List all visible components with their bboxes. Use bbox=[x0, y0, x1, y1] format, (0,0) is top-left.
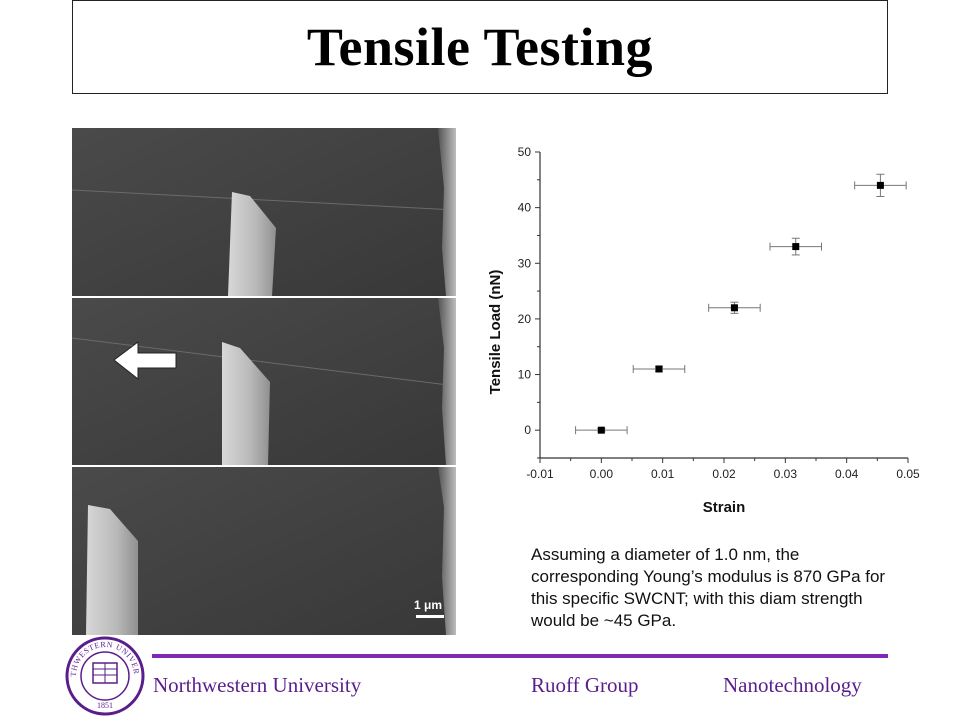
x-tick-label: 0.02 bbox=[712, 467, 736, 481]
y-tick-label: 40 bbox=[518, 201, 532, 215]
data-point bbox=[730, 304, 738, 312]
y-tick-label: 20 bbox=[518, 312, 532, 326]
x-tick-label: 0.04 bbox=[835, 467, 859, 481]
x-tick-label: -0.01 bbox=[526, 467, 554, 481]
x-tick-label: 0.03 bbox=[774, 467, 798, 481]
data-point bbox=[597, 426, 605, 434]
modulus-note: Assuming a diameter of 1.0 nm, the corre… bbox=[531, 545, 886, 630]
title-box: Tensile Testing bbox=[72, 0, 888, 94]
y-tick-label: 10 bbox=[518, 368, 532, 382]
seal-text: NORTHWESTERN UNIVERSITY bbox=[64, 635, 140, 677]
scale-bar-label: 1 μm bbox=[414, 598, 443, 612]
tensile-load-chart: -0.01 0.00 0.01 0.02 0.03 0.04 0.05 0 10 20 30 40 50… bbox=[487, 145, 920, 516]
data-point bbox=[655, 365, 663, 373]
scale-bar bbox=[416, 615, 444, 618]
footer-topic: Nanotechnology bbox=[723, 673, 862, 697]
footer-university: Northwestern University bbox=[153, 673, 362, 697]
x-tick-label: 0.01 bbox=[651, 467, 675, 481]
data-point bbox=[876, 181, 884, 189]
footer-divider bbox=[152, 654, 888, 658]
seal-year: 1851 bbox=[97, 701, 113, 710]
data-point bbox=[792, 243, 800, 251]
sem-image-top bbox=[72, 128, 456, 296]
x-tick-label: 0.05 bbox=[896, 467, 920, 481]
slide-title: Tensile Testing bbox=[306, 17, 654, 77]
y-tick-label: 50 bbox=[518, 145, 532, 159]
sem-image-bottom bbox=[72, 467, 456, 635]
y-tick-label: 0 bbox=[524, 423, 531, 437]
x-tick-label: 0.00 bbox=[590, 467, 614, 481]
sem-image-middle bbox=[72, 298, 456, 465]
svg-text:NORTHWESTERN UNIVERSITY: NORTHWESTERN UNIVERSITY bbox=[64, 635, 141, 677]
left-arrow-icon bbox=[113, 341, 177, 381]
footer-group: Ruoff Group bbox=[531, 673, 639, 697]
y-axis-label: Tensile Load (nN) bbox=[487, 270, 504, 395]
university-seal: NORTHWESTERN UNIVERSITY 1851 bbox=[64, 635, 145, 716]
y-tick-label: 30 bbox=[518, 256, 532, 270]
x-axis-label: Strain bbox=[703, 499, 746, 516]
